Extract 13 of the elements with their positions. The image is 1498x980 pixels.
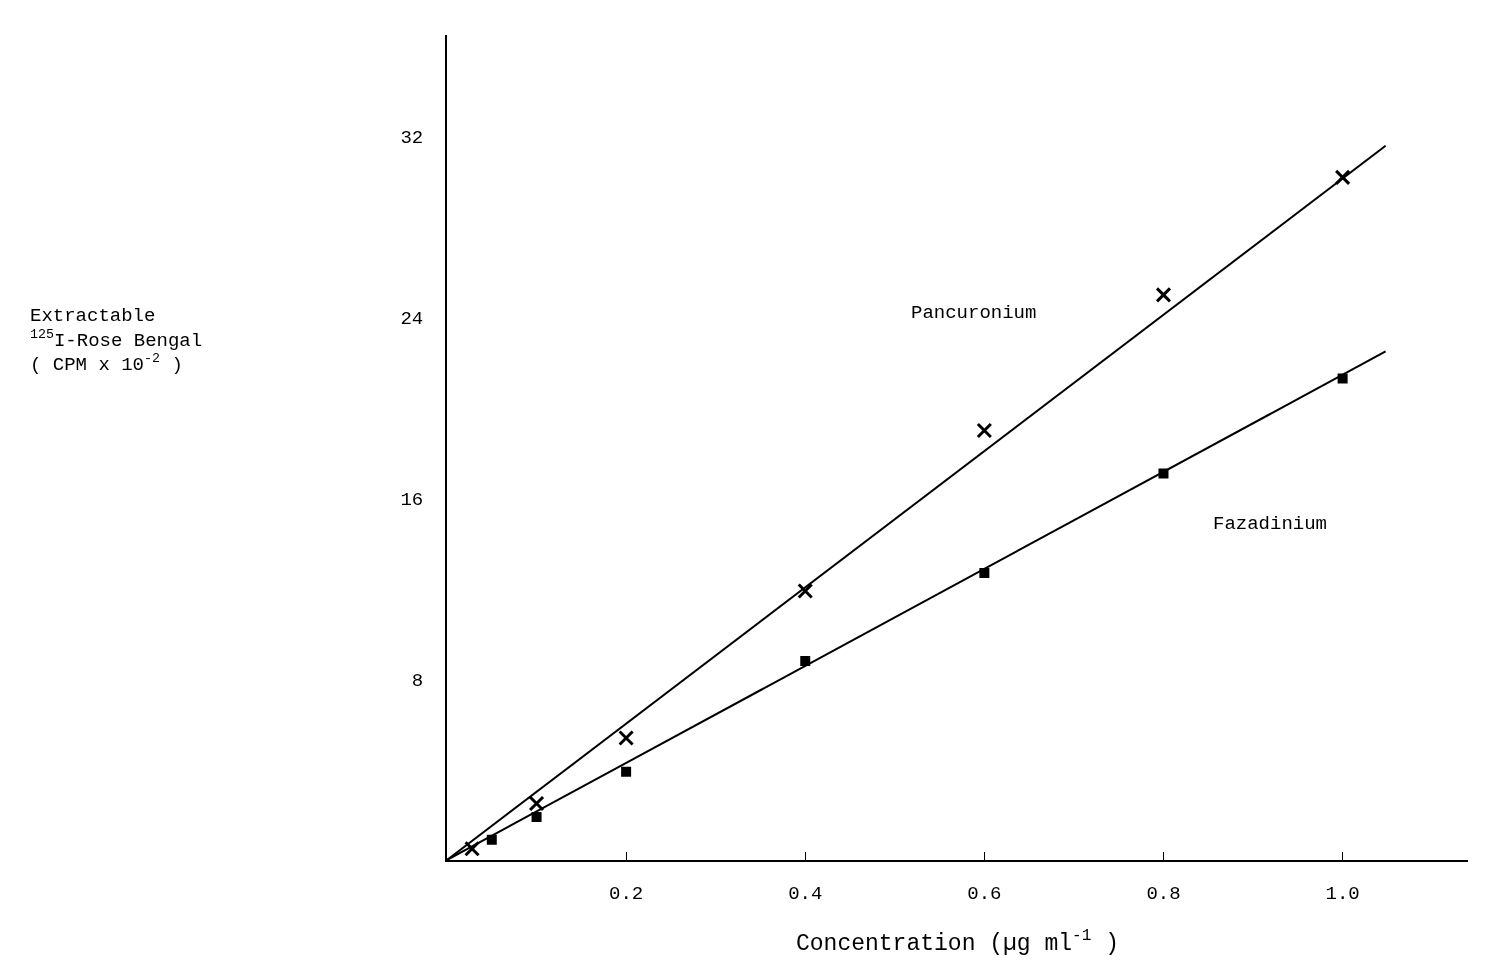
annotation: Pancuronium — [911, 302, 1037, 324]
y-tick-label: 16 — [400, 489, 424, 512]
y-tick-label: 24 — [400, 308, 424, 331]
y-tick-label: 32 — [400, 127, 424, 150]
x-tick-label: 0.2 — [609, 882, 644, 905]
annotation: Fazadinium — [1213, 513, 1328, 535]
x-tick-label: 0.6 — [967, 882, 1002, 905]
x-tick-label: 0.8 — [1146, 882, 1181, 905]
text: Extractable $^{125}$I-Rose Bengal ( CPM x 10$^{-2}$ ) — [30, 305, 203, 377]
x-axis-title: Concentration (µg ml$^{-1}$ ) — [796, 927, 1119, 957]
x-tick-label: 0.4 — [788, 882, 823, 905]
x-tick-label: 1.0 — [1325, 882, 1360, 905]
y-tick-label: 8 — [411, 669, 424, 692]
